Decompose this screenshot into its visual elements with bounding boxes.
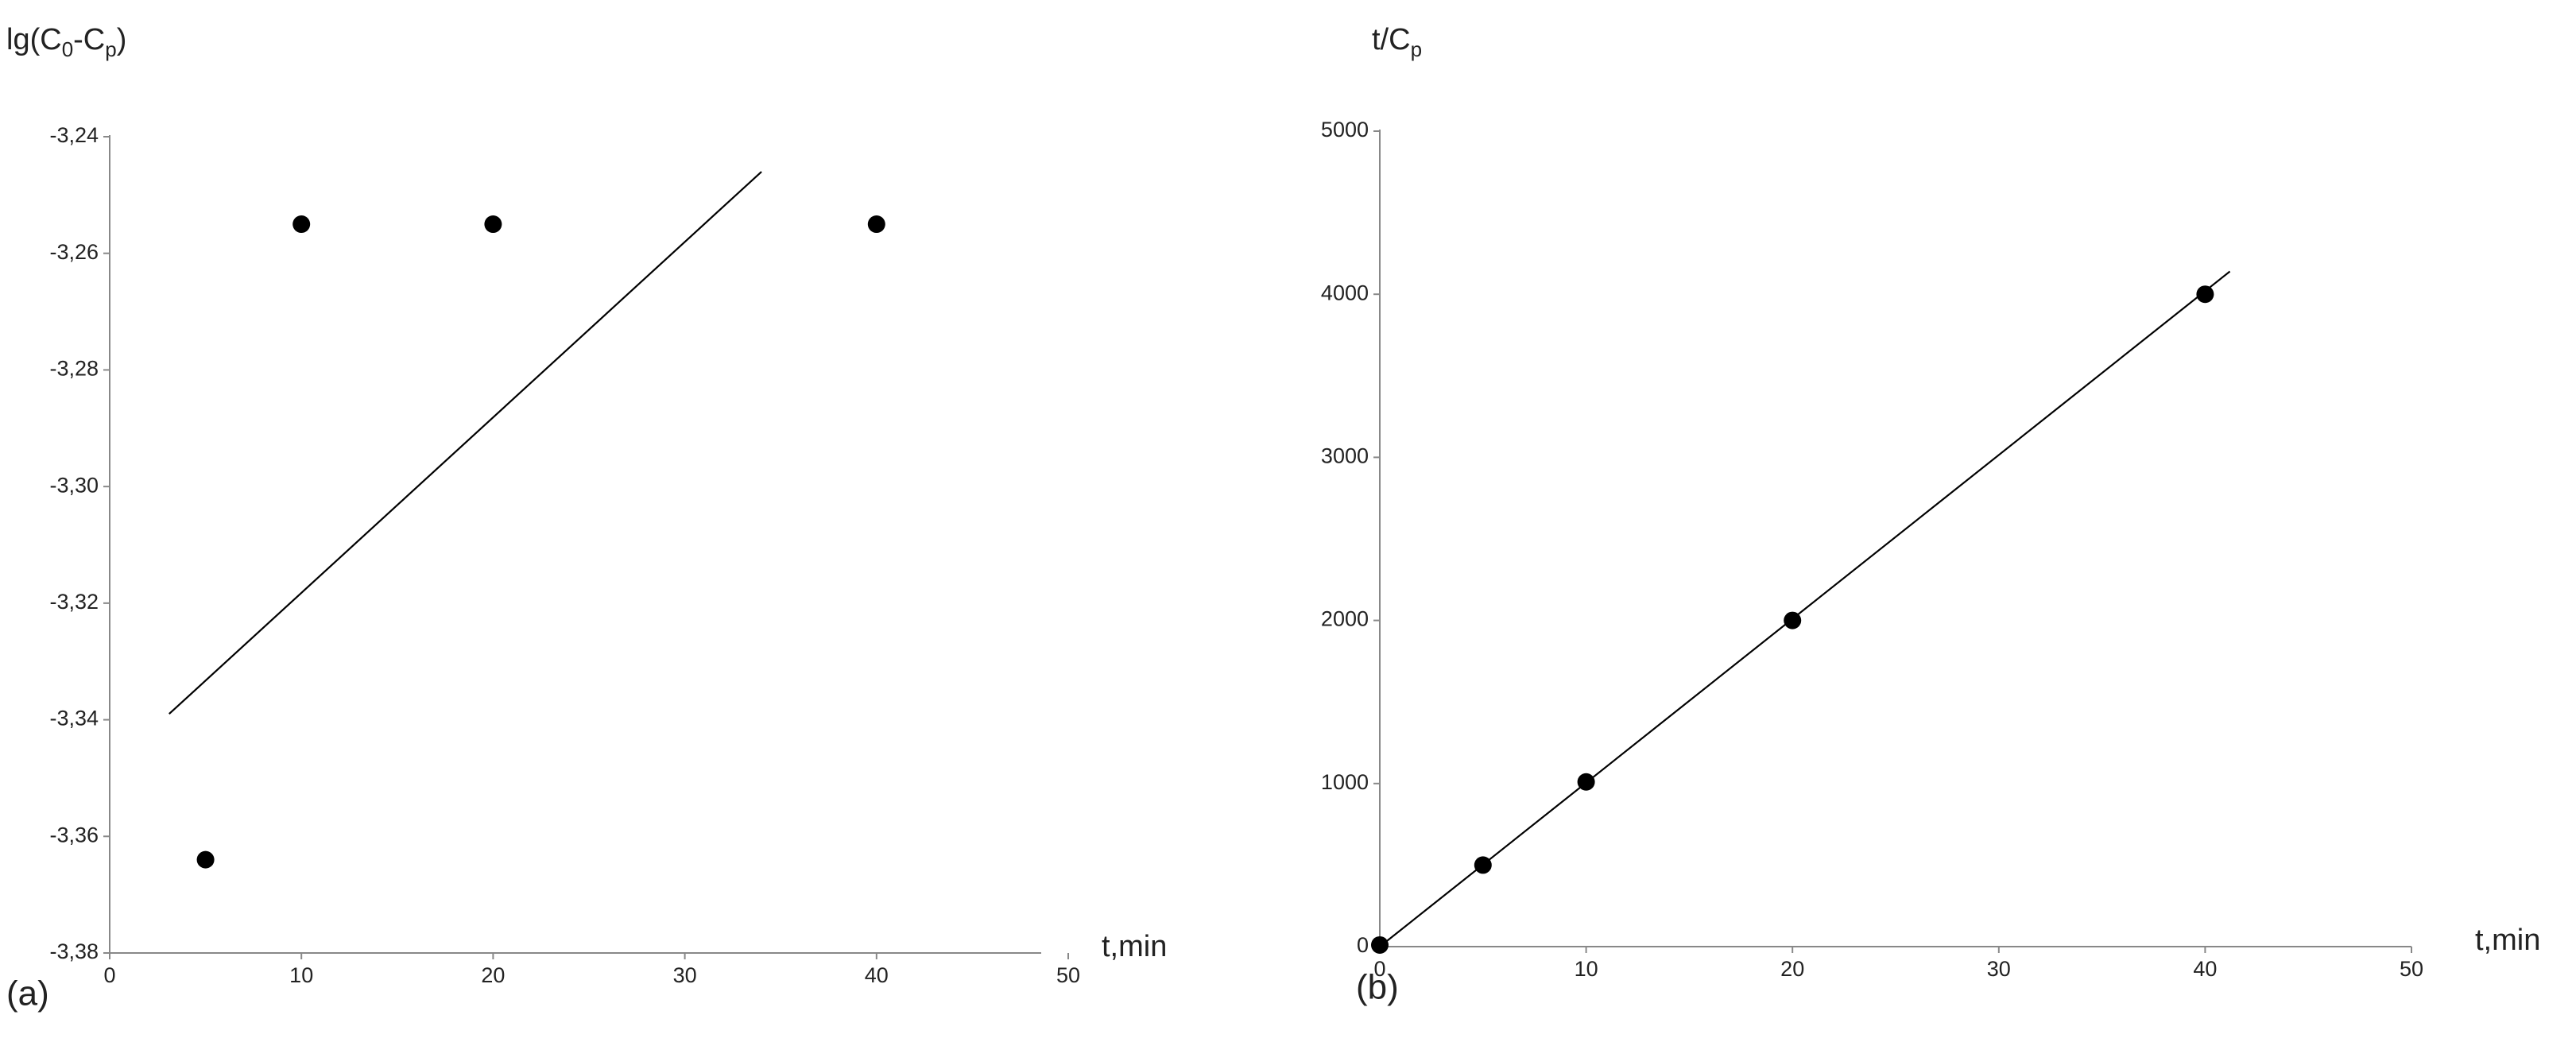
y-tick-label: -3,34 [49,707,99,730]
y-tick-label: -3,30 [49,473,99,497]
y-tick-label: 1000 [1321,770,1369,794]
x-axis-label: t,min [2475,924,2540,957]
y-tick-label: -3,32 [49,590,99,614]
data-point [867,215,885,234]
y-tick-label: 4000 [1321,281,1369,304]
data-point [196,850,215,869]
x-tick-label: 0 [1373,957,1385,981]
x-tick-label: 10 [1575,957,1598,981]
label-part: ) [117,23,127,56]
y-axis-label: t/Cp [1372,23,1422,61]
panel-label: (b) [1356,968,1399,1007]
y-tick-label: 2000 [1321,607,1369,631]
x-tick-label: 50 [2400,957,2423,981]
data-point [1371,935,1389,954]
data-point [484,215,502,234]
y-tick-label: -3,28 [49,357,99,381]
subscript: p [1411,37,1422,61]
panel-label: (a) [6,974,49,1013]
x-tick-label: 20 [1780,957,1804,981]
y-tick-label: -3,26 [49,240,99,264]
y-tick-label: -3,24 [49,123,99,147]
label-part: -C [73,23,105,56]
subscript: p [105,37,116,61]
x-tick-label: 10 [289,963,313,987]
fit-line [169,171,762,715]
y-tick-label: -3,38 [49,939,99,963]
x-axis-label: t,min [1102,930,1167,963]
x-tick-label: 50 [1056,963,1080,987]
x-tick-label: 30 [673,963,697,987]
y-axis-label: lg(C0-Cp) [6,23,126,61]
y-tick-label: 0 [1357,933,1369,957]
label-part: t/C [1372,23,1411,56]
x-tick-label: 20 [481,963,505,987]
y-tick-label: 3000 [1321,444,1369,468]
x-tick-label: 40 [2193,957,2217,981]
subscript: 0 [62,37,73,61]
y-tick-label: 5000 [1321,118,1369,141]
label-part: lg(C [6,23,62,56]
data-point [2196,285,2214,304]
y-tick-label: -3,36 [49,823,99,846]
data-point [292,215,311,234]
x-tick-label: 0 [103,963,115,987]
x-tick-label: 30 [1987,957,2011,981]
fit-line [1379,270,2231,947]
x-tick-label: 40 [865,963,889,987]
